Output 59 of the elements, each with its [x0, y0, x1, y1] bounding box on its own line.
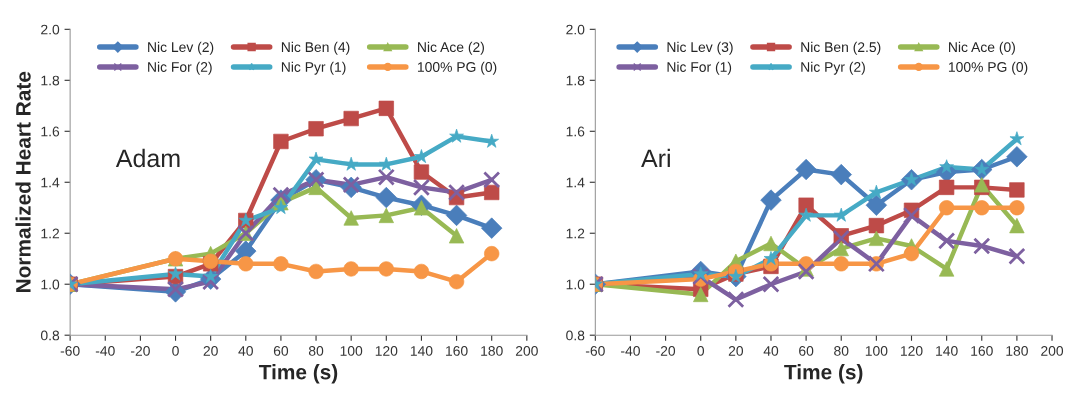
x-tick-label: -60: [60, 345, 80, 356]
y-tick-label: 0.8: [40, 330, 60, 341]
x-tick-label: 140: [410, 345, 433, 356]
x-tick-label: 40: [763, 345, 779, 356]
x-tick-label: 80: [308, 345, 324, 356]
legend-label: Nic Pyr (1): [281, 61, 346, 75]
x-tick-label: 100: [340, 345, 363, 356]
x-tick-label: -20: [130, 345, 150, 356]
legend-label: Nic For (1): [667, 61, 732, 75]
x-tick-label: 20: [728, 345, 744, 356]
legend-label: Nic Ben (4): [281, 41, 350, 55]
annotation: Adam: [115, 148, 180, 168]
x-tick-label: 0: [172, 345, 179, 356]
y-tick-label: 1.6: [41, 126, 60, 137]
x-tick-label: 180: [1006, 345, 1028, 356]
y-tick-label: 1.4: [41, 177, 60, 188]
y-tick-label: 1.2: [566, 228, 585, 239]
y-tick-label: 2.0: [566, 24, 585, 35]
x-tick-label: 60: [273, 345, 289, 356]
legend-label: Nic For (2): [148, 61, 212, 75]
x-axis-title: Time (s): [784, 364, 863, 384]
x-tick-label: 180: [481, 345, 503, 356]
legend-label: Nic Lev (3): [667, 41, 733, 55]
y-axis-title: Normalized Heart Rate: [15, 71, 31, 293]
legend-label: 100% PG (0): [948, 61, 1028, 75]
y-tick-label: 1.6: [566, 126, 585, 137]
x-tick-label: -40: [95, 345, 115, 356]
x-tick-label: -40: [621, 345, 640, 356]
x-tick-label: 140: [936, 345, 958, 356]
y-tick-label: 1.8: [41, 75, 60, 86]
x-tick-label: 100: [865, 345, 888, 356]
x-tick-label: 120: [375, 345, 398, 356]
x-tick-label: 200: [1041, 345, 1064, 356]
x-tick-label: 40: [238, 345, 253, 356]
x-tick-label: 20: [203, 345, 218, 356]
y-tick-label: 1.0: [41, 279, 60, 290]
x-tick-label: 60: [799, 345, 814, 356]
legend-label: Nic Ace (2): [418, 41, 484, 55]
y-tick-label: 1.2: [41, 228, 60, 239]
legend-label: 100% PG (0): [417, 61, 497, 75]
annotation: Ari: [641, 148, 670, 167]
legend-label: Nic Ben (2.5): [801, 41, 881, 55]
x-tick-label: -60: [585, 345, 605, 356]
x-tick-label: 200: [515, 345, 538, 356]
x-tick-label: 0: [697, 345, 705, 356]
x-axis-title: Time (s): [258, 364, 338, 384]
legend-label: Nic Lev (2): [148, 41, 214, 55]
x-tick-label: 120: [900, 345, 923, 356]
y-tick-label: 1.8: [566, 75, 585, 86]
legend-label: Nic Ace (0): [949, 41, 1015, 55]
x-tick-label: 160: [971, 345, 993, 356]
legend-label: Nic Pyr (2): [801, 61, 865, 75]
y-tick-label: 2.0: [41, 24, 60, 35]
y-tick-label: 1.0: [566, 279, 585, 290]
y-tick-label: 1.4: [566, 177, 585, 188]
y-tick-label: 0.8: [566, 330, 585, 341]
x-tick-label: 80: [834, 345, 849, 356]
x-tick-label: -20: [656, 345, 676, 356]
x-tick-label: 160: [446, 345, 468, 356]
